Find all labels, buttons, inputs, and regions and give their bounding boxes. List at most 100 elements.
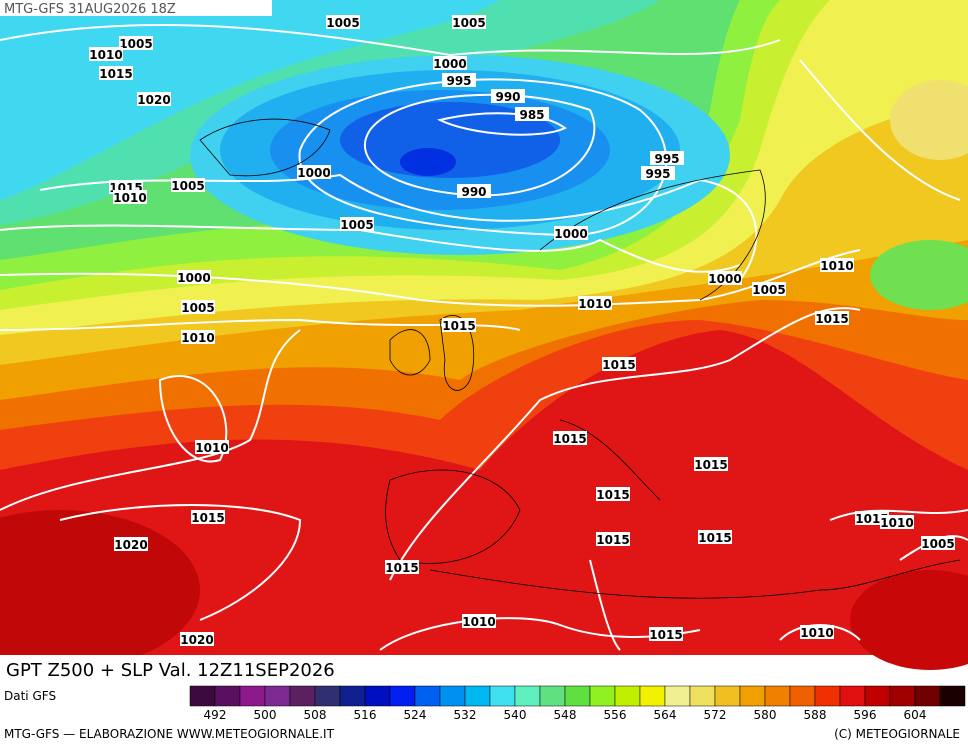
isobar-label: 1010 <box>820 259 853 273</box>
colorbar-swatch <box>214 685 241 707</box>
isobar-label-bg <box>820 258 854 272</box>
title-box <box>0 655 412 683</box>
footer-left: MTG-GFS — ELABORAZIONE WWW.METEOGIORNALE… <box>4 727 335 741</box>
colorbar-label: 508 <box>304 708 327 722</box>
isobar-label: 1015 <box>99 67 132 81</box>
colorbar-swatch <box>389 685 416 707</box>
colorbar-swatch <box>364 685 391 707</box>
field <box>890 80 968 160</box>
isobar-label-bg <box>180 632 214 646</box>
isobar-label-bg <box>177 270 211 284</box>
colorbar-swatch <box>639 685 666 707</box>
colorbar-swatch <box>789 685 816 707</box>
colorbar-swatch <box>564 685 591 707</box>
isobar-label: 1015 <box>596 488 629 502</box>
colorbar-label: 588 <box>804 708 827 722</box>
field <box>870 240 968 310</box>
field <box>340 102 560 178</box>
isobar-label: 995 <box>645 167 670 181</box>
isobar-label: 1000 <box>708 272 741 286</box>
colorbar-swatch <box>939 685 966 707</box>
isobar-label: 1005 <box>921 537 954 551</box>
isobar-label: 1015 <box>442 319 475 333</box>
colorbar-swatch <box>664 685 691 707</box>
isobar-label-bg <box>752 282 786 296</box>
colorbar-label: 564 <box>654 708 677 722</box>
isobar-label: 1005 <box>752 283 785 297</box>
footer-right: (C) METEOGIORNALE <box>834 727 960 741</box>
isobar-label: 1005 <box>340 218 373 232</box>
isobar-label: 1015 <box>553 432 586 446</box>
isobar-label: 1005 <box>119 37 152 51</box>
isobar-label-bg <box>114 537 148 551</box>
isobar-label: 1015 <box>815 312 848 326</box>
isobar-label: 1020 <box>114 538 147 552</box>
field <box>850 570 968 670</box>
colorbar-swatch <box>689 685 716 707</box>
colorbar-label: 492 <box>204 708 227 722</box>
colorbar-label: 548 <box>554 708 577 722</box>
isobar-label-bg <box>553 431 587 445</box>
coastlines <box>199 118 961 599</box>
isobar-label-bg <box>462 614 496 628</box>
isobar-label: 1010 <box>800 626 833 640</box>
isobar-label-bg <box>137 92 171 106</box>
colorbar-swatch <box>264 685 291 707</box>
isobar-label: 1020 <box>180 633 213 647</box>
colorbar-label: 556 <box>604 708 627 722</box>
isobar-label-bg <box>649 627 683 641</box>
isobar-label-bg <box>554 226 588 240</box>
isobar-label-bg <box>442 318 476 332</box>
isobar-label: 990 <box>495 90 520 104</box>
colorbar-swatch <box>589 685 616 707</box>
isobar-label: 1000 <box>177 271 210 285</box>
isobar-label-bg <box>326 15 360 29</box>
isobar-label: 1005 <box>181 301 214 315</box>
colorbar-swatch <box>464 685 491 707</box>
colorbar-swatch <box>314 685 341 707</box>
isobar-label-bg <box>515 107 549 121</box>
colorbar: 492 500 508 516 524 532 540 548 556 564 572 580 588 5… <box>189 685 966 722</box>
colorbar-label: 516 <box>354 708 377 722</box>
colorbar-label: 540 <box>504 708 527 722</box>
isobar-label: 990 <box>461 185 486 199</box>
isobar-label: 1015 <box>385 561 418 575</box>
isobar-label: 1000 <box>554 227 587 241</box>
isobar-label-bg <box>457 184 491 198</box>
isobar-label-bg <box>452 15 486 29</box>
isobar-label-bg <box>815 311 849 325</box>
colorbar-label: 572 <box>704 708 727 722</box>
colorbar-swatch <box>439 685 466 707</box>
isobar-label-bg <box>708 271 742 285</box>
isobar-label-bg <box>596 532 630 546</box>
colorbar-label: 500 <box>254 708 277 722</box>
isobar-label-bg <box>694 457 728 471</box>
isobar-label-bg <box>880 515 914 529</box>
colorbar-swatch <box>514 685 541 707</box>
isobar-label: 1010 <box>578 297 611 311</box>
isobar-label-bg <box>921 536 955 550</box>
isobar-label: 995 <box>446 74 471 88</box>
isobar-label: 1015 <box>596 533 629 547</box>
colorbar-label: 524 <box>404 708 427 722</box>
field <box>400 148 456 176</box>
field <box>0 510 200 670</box>
isobar-label: 1010 <box>195 441 228 455</box>
map-title: GPT Z500 + SLP Val. 12Z11SEP2026 <box>6 660 335 681</box>
isobar-label: 1010 <box>880 516 913 530</box>
colorbar-label: 532 <box>454 708 477 722</box>
isobar-label: 1010 <box>181 331 214 345</box>
isobar-label: 1010 <box>113 191 146 205</box>
isobar-label: 1005 <box>171 179 204 193</box>
isobar-label-bg <box>650 151 684 165</box>
isobar-label-bg <box>181 330 215 344</box>
isobar-label-bg <box>442 73 476 87</box>
isobar-label-bg <box>698 530 732 544</box>
colorbar-swatch <box>714 685 741 707</box>
colorbar-swatch <box>839 685 866 707</box>
isobar-label: 1015 <box>698 531 731 545</box>
colorbar-label: 604 <box>904 708 927 722</box>
isobar-label: 1015 <box>602 358 635 372</box>
isobar-label: 985 <box>519 108 544 122</box>
